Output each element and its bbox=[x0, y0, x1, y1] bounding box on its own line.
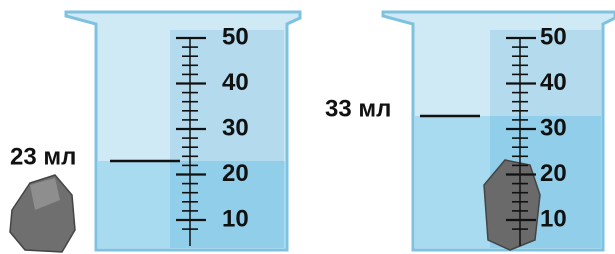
diagram: 23 мл 33 мл 10 20 30 40 50 10 20 30 40 50 bbox=[0, 0, 615, 254]
level-label: 33 мл bbox=[325, 95, 391, 122]
scale-label: 50 bbox=[540, 23, 567, 50]
level-label: 23 мл bbox=[10, 143, 76, 170]
scale-label: 20 bbox=[222, 160, 249, 187]
scale-label: 30 bbox=[540, 114, 567, 141]
beaker-right: 33 мл bbox=[325, 12, 615, 250]
scale-label: 40 bbox=[540, 69, 567, 96]
beaker-left: 23 мл bbox=[10, 12, 300, 252]
scale-label: 50 bbox=[222, 23, 249, 50]
scale-label: 10 bbox=[222, 205, 249, 232]
scale-label: 10 bbox=[540, 205, 567, 232]
scale-label: 40 bbox=[222, 69, 249, 96]
scale-label: 30 bbox=[222, 114, 249, 141]
scale-label: 20 bbox=[540, 160, 567, 187]
